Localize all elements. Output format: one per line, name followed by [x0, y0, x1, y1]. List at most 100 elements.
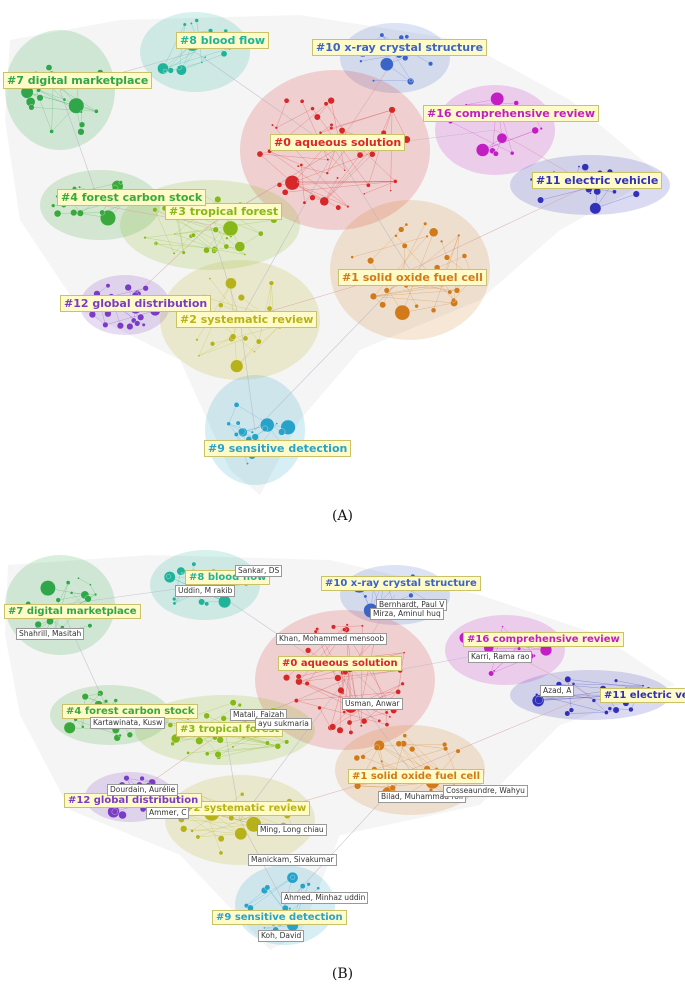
- node-c3: [215, 247, 218, 250]
- node-c3: [243, 253, 247, 256]
- node-c4: [103, 699, 109, 704]
- node-c4: [78, 185, 81, 189]
- node-c11: [612, 189, 617, 195]
- node-edge: [536, 694, 607, 713]
- node-c0: [337, 686, 345, 694]
- node-c1: [394, 234, 398, 238]
- cluster-link: [59, 604, 111, 716]
- node-c2: [234, 827, 248, 841]
- network-panel-b: #0 aqueous solution #1 solid oxide fuel c…: [0, 535, 685, 955]
- cluster-label-c0: #0 aqueous solution: [270, 134, 406, 151]
- caption-a: (A): [331, 508, 354, 524]
- cluster-label-c2: #2 systematic review: [181, 801, 311, 816]
- node-c16: [501, 625, 504, 628]
- node-edge: [292, 182, 339, 208]
- node-edge: [319, 707, 331, 728]
- node-edge: [162, 24, 185, 69]
- node-edge: [155, 243, 184, 253]
- cluster-link: [194, 51, 336, 151]
- node-c2: [195, 834, 201, 840]
- node-c2: [225, 277, 237, 290]
- node-edge: [228, 404, 237, 424]
- node-c1: [353, 754, 360, 762]
- node-c0: [331, 624, 336, 630]
- author-label: Ahmed, Minhaz uddin: [281, 892, 369, 904]
- node-edge: [188, 746, 278, 754]
- cluster-label-c16: #16 comprehensive review: [423, 105, 600, 122]
- node-c1: [428, 227, 439, 237]
- node-c0: [281, 189, 289, 196]
- node-c2: [229, 333, 237, 341]
- node-c11: [612, 706, 620, 714]
- node-edge: [246, 890, 265, 906]
- node-c2: [218, 302, 224, 308]
- node-c10: [404, 34, 410, 39]
- node-c0: [276, 182, 283, 188]
- cluster-label-c10: #10 x-ray crystal structure: [312, 39, 488, 56]
- node-edge: [296, 700, 388, 725]
- cluster-label-c1: #1 solid oxide fuel cell: [348, 769, 485, 784]
- node-c8: [198, 598, 205, 606]
- cluster-label-c7: #7 digital marketplace: [4, 604, 141, 619]
- node-c1: [423, 221, 428, 226]
- node-c9: [226, 421, 231, 426]
- node-c10: [408, 592, 414, 598]
- node-c9: [235, 420, 241, 426]
- node-c12: [105, 283, 111, 289]
- cluster-label-c7: #7 digital marketplace: [3, 72, 153, 89]
- node-c1: [443, 254, 451, 261]
- node-c9: [263, 926, 266, 930]
- node-edge: [298, 681, 380, 722]
- node-c3: [225, 236, 229, 240]
- node-c2: [228, 815, 235, 821]
- node-c3: [167, 722, 174, 728]
- node-edge: [209, 278, 259, 342]
- cluster-label-c11: #11 electric vehicle: [600, 688, 685, 703]
- node-c4: [113, 698, 118, 703]
- cluster-label-c9: #9 sensitive detection: [212, 910, 347, 925]
- node-c7: [36, 94, 44, 102]
- node-c1: [369, 292, 378, 300]
- node-c8: [180, 572, 184, 575]
- node-c12: [142, 285, 149, 292]
- node-c0: [294, 698, 299, 703]
- node-c3: [204, 751, 210, 756]
- node-c7: [77, 128, 85, 136]
- node-c8: [176, 566, 186, 576]
- node-edge: [298, 670, 401, 682]
- node-c0: [336, 176, 339, 180]
- cluster-link: [409, 184, 591, 271]
- node-c2: [209, 341, 216, 347]
- node-edge: [276, 108, 313, 128]
- node-c12: [123, 775, 130, 782]
- node-edge: [333, 625, 363, 628]
- node-c1: [383, 287, 390, 294]
- node-c10: [372, 79, 375, 83]
- node-edge: [573, 683, 644, 686]
- node-edge: [298, 165, 328, 174]
- node-c1: [409, 746, 416, 753]
- node-c1: [373, 744, 380, 751]
- node-c7: [84, 595, 92, 603]
- node-c0: [299, 163, 304, 167]
- node-c12: [137, 313, 145, 321]
- node-edge: [175, 738, 278, 747]
- node-c3: [191, 232, 196, 238]
- background-hull: [5, 15, 660, 495]
- node-c9: [288, 907, 292, 911]
- node-c16: [496, 132, 508, 144]
- node-c11: [589, 202, 602, 215]
- node-c11: [604, 710, 609, 715]
- node-edge: [174, 233, 216, 250]
- node-c16: [490, 92, 505, 106]
- node-c3: [153, 242, 157, 245]
- author-label: Karri, Rama rao: [468, 651, 533, 663]
- node-c7: [94, 109, 99, 114]
- node-c1: [425, 234, 429, 238]
- node-c1: [387, 785, 391, 789]
- node-c0: [304, 681, 310, 686]
- node-edge: [269, 151, 302, 166]
- node-c4: [99, 209, 106, 216]
- node-c11: [607, 706, 613, 711]
- node-c1: [402, 733, 408, 738]
